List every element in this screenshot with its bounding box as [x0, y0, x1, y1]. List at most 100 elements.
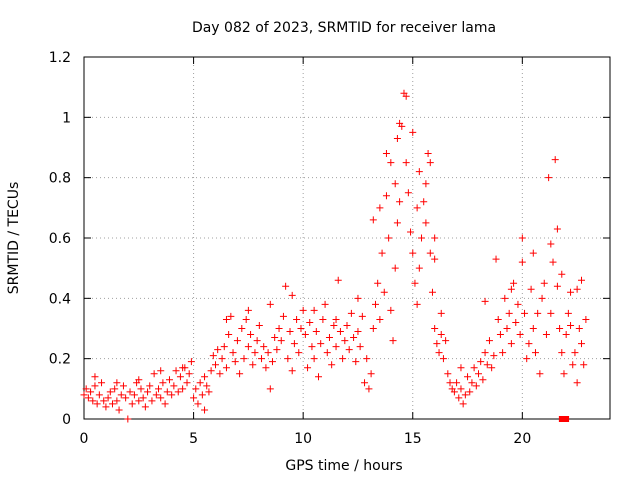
data-point — [330, 321, 338, 329]
data-point — [431, 234, 439, 242]
data-point — [374, 279, 382, 287]
data-point — [212, 361, 219, 369]
data-point — [477, 358, 485, 366]
data-point — [310, 355, 318, 363]
data-point — [496, 331, 504, 339]
data-point — [249, 361, 257, 369]
data-point — [538, 294, 546, 302]
x-tick-label: 15 — [404, 431, 422, 447]
data-point — [179, 385, 187, 393]
data-point — [407, 228, 415, 236]
data-point — [308, 343, 316, 351]
axis-ticks — [83, 56, 610, 420]
data-point — [187, 358, 195, 366]
data-point — [159, 379, 167, 387]
data-point — [315, 373, 323, 381]
data-point — [507, 340, 515, 348]
data-point — [295, 349, 303, 357]
data-point — [282, 282, 290, 290]
data-point — [198, 391, 206, 399]
data-point — [553, 225, 561, 233]
data-point — [345, 346, 353, 354]
data-point — [163, 388, 171, 396]
data-point — [479, 376, 487, 384]
chart-title: Day 082 of 2023, SRMTID for receiver lam… — [192, 20, 496, 36]
y-axis-label: SRMTID / TECUs — [6, 182, 22, 295]
data-point — [350, 334, 358, 342]
data-point — [461, 391, 469, 399]
data-point — [385, 234, 393, 242]
data-point — [580, 361, 588, 369]
data-point — [130, 391, 138, 399]
x-tick-label: 0 — [80, 431, 89, 447]
y-tick-label: 0.4 — [49, 291, 71, 307]
data-point — [422, 219, 430, 227]
data-point — [354, 328, 362, 336]
data-point — [387, 159, 395, 167]
data-point — [266, 300, 274, 308]
data-point — [190, 394, 198, 402]
data-point — [279, 312, 287, 320]
data-point — [466, 388, 474, 396]
data-point — [582, 315, 590, 323]
data-point — [319, 315, 327, 323]
data-point — [363, 355, 371, 363]
data-point — [418, 234, 426, 242]
data-point — [214, 346, 222, 354]
data-point — [547, 309, 555, 317]
data-point — [332, 343, 340, 351]
data-point — [369, 216, 377, 224]
data-point — [455, 394, 463, 402]
plot-frame — [83, 56, 611, 420]
data-point — [450, 388, 458, 396]
data-point — [146, 382, 154, 390]
data-point — [240, 355, 248, 363]
data-point — [117, 391, 125, 399]
data-point — [236, 370, 244, 378]
data-point — [571, 349, 579, 357]
x-tick-labels: 0 5 10 15 20 — [80, 431, 532, 447]
data-point — [396, 198, 404, 206]
data-point — [100, 397, 108, 405]
data-point — [409, 128, 417, 136]
data-point — [91, 373, 99, 381]
data-point — [251, 349, 259, 357]
data-point — [227, 312, 235, 320]
data-point — [286, 328, 294, 336]
data-point — [323, 349, 331, 357]
data-point — [415, 168, 423, 176]
data-point — [420, 198, 428, 206]
data-point — [141, 403, 149, 411]
data-point — [104, 394, 112, 402]
data-point — [402, 159, 410, 167]
data-point — [290, 340, 298, 348]
data-point — [247, 331, 255, 339]
data-point — [266, 385, 274, 393]
data-point — [119, 382, 127, 390]
data-point — [356, 343, 364, 351]
data-point — [148, 397, 156, 405]
data-point — [481, 297, 489, 305]
data-point — [551, 156, 559, 164]
data-point — [564, 309, 572, 317]
data-point — [382, 192, 390, 200]
data-point — [108, 400, 116, 408]
x-tick-label: 5 — [189, 431, 198, 447]
data-point — [464, 373, 472, 381]
data-point — [483, 361, 491, 369]
data-point — [179, 364, 187, 372]
data-point — [411, 279, 419, 287]
data-point — [124, 415, 132, 423]
data-point — [367, 370, 375, 378]
data-points — [80, 89, 590, 423]
data-point — [518, 234, 526, 242]
grid — [84, 57, 610, 419]
data-point — [126, 388, 134, 396]
data-point — [556, 325, 564, 332]
data-point — [472, 382, 480, 390]
data-point — [459, 400, 467, 408]
data-point — [371, 300, 379, 308]
data-point — [91, 382, 99, 390]
data-point — [426, 159, 434, 167]
data-point — [111, 385, 119, 393]
